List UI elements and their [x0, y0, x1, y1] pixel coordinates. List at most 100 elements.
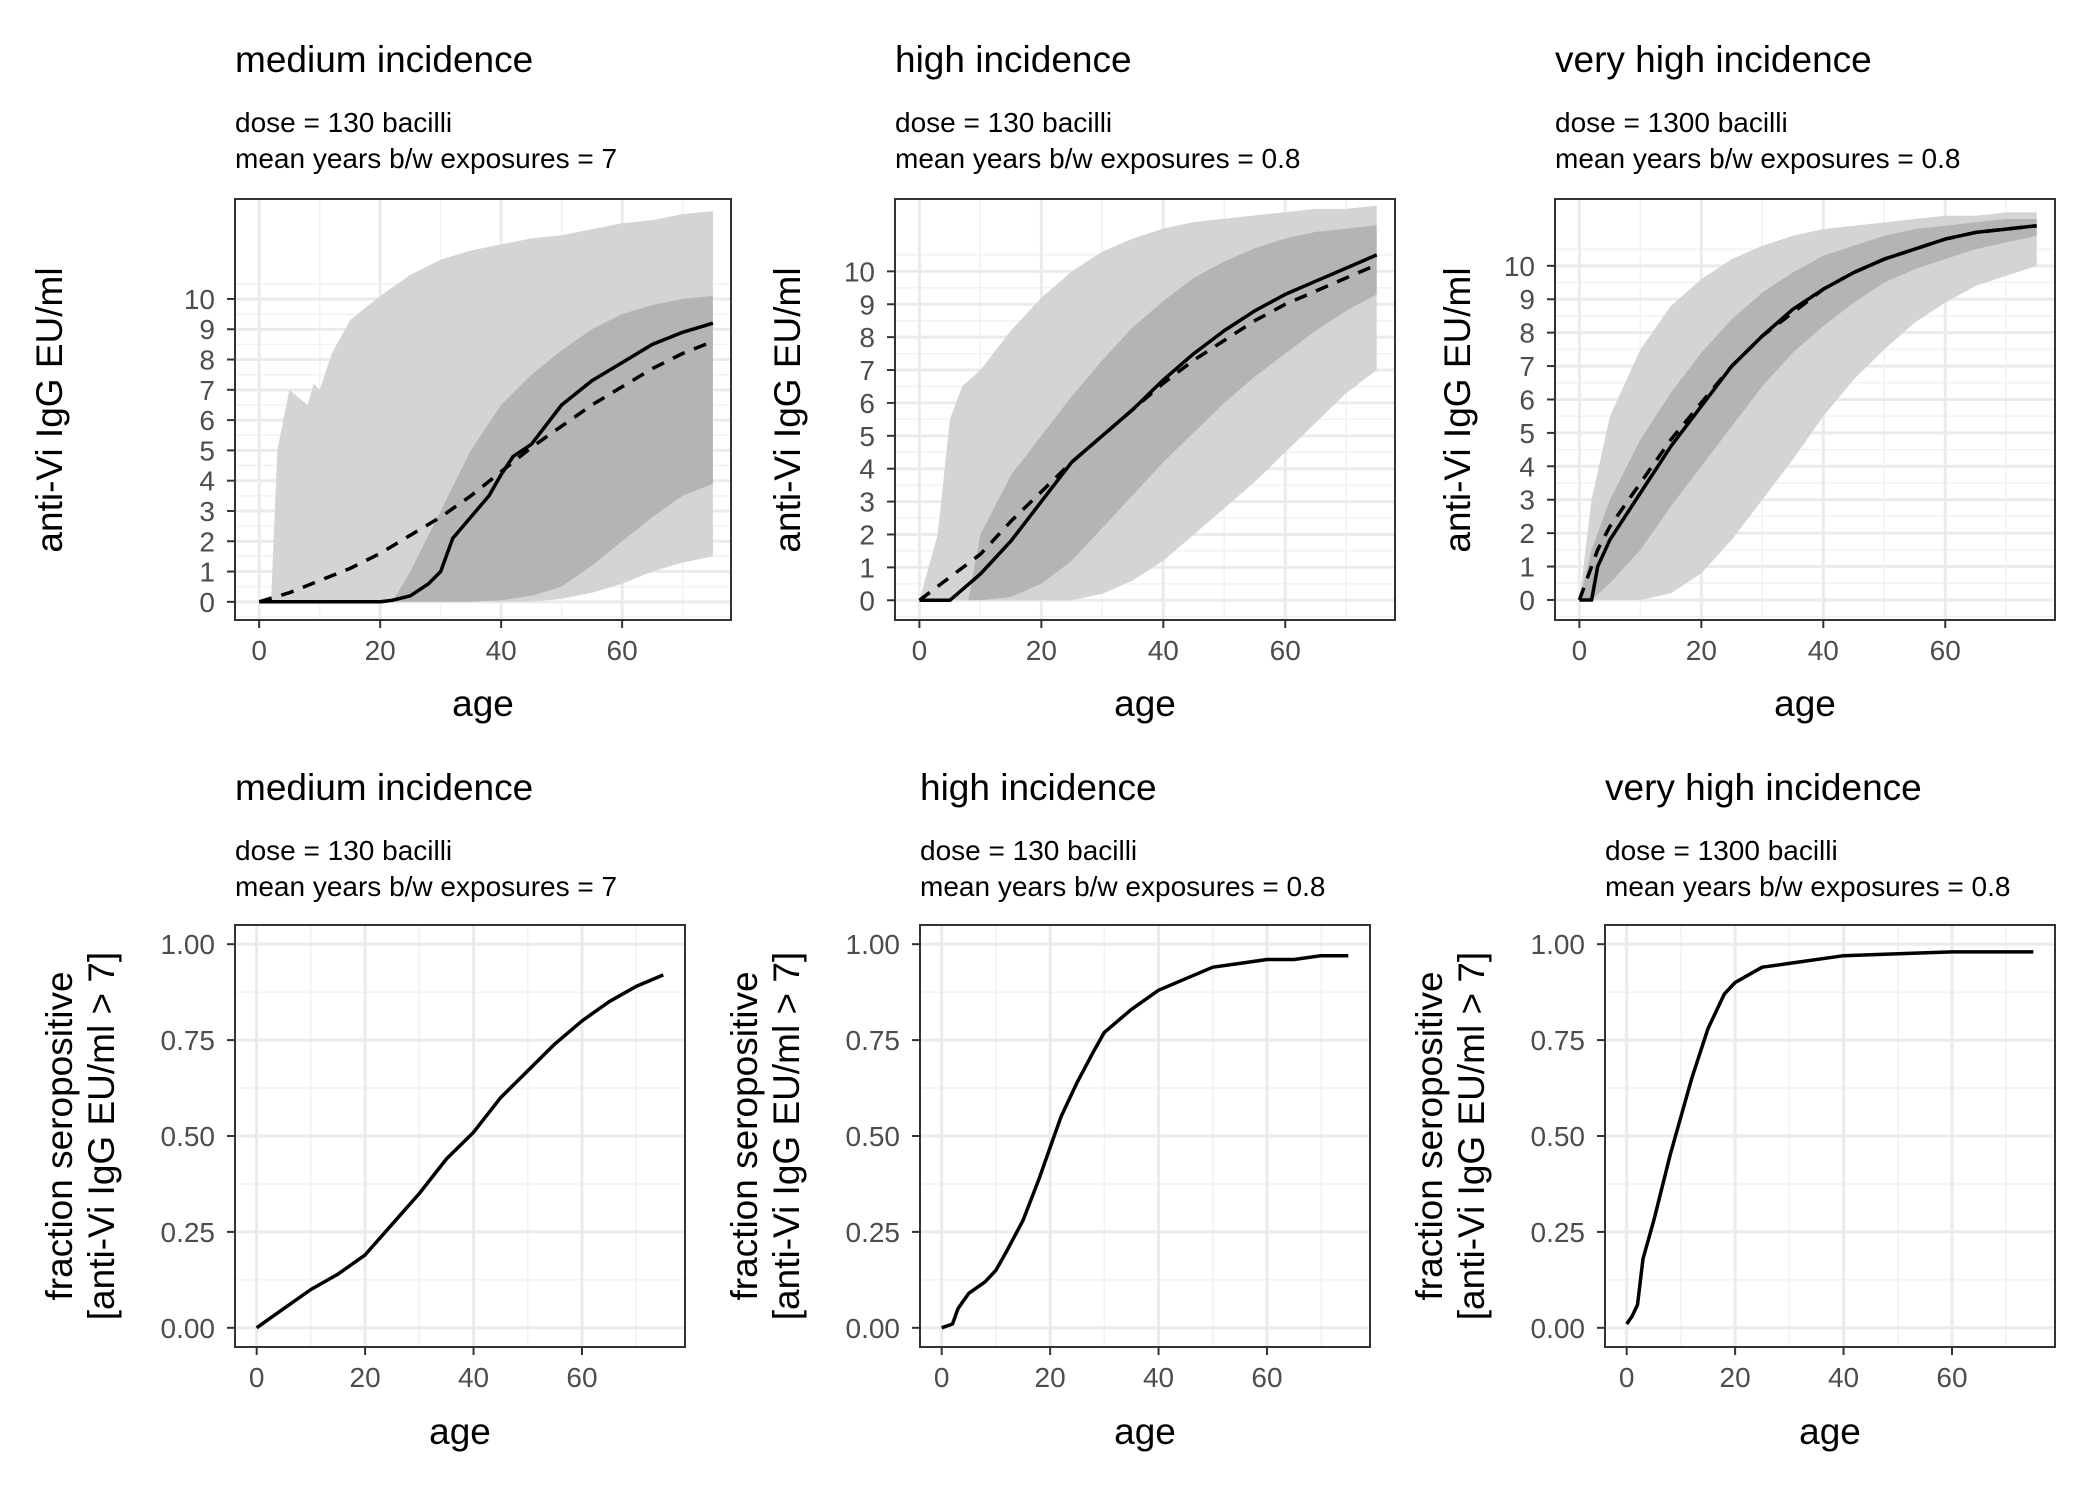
- y-axis-label: fraction seropositive[anti-Vi IgG EU/ml …: [39, 952, 122, 1320]
- y-tick-label: 10: [184, 284, 215, 315]
- y-tick-label: 9: [1519, 284, 1535, 315]
- y-tick-label: 1.00: [161, 929, 216, 960]
- y-tick-label: 1.00: [846, 929, 901, 960]
- x-tick-label: 60: [566, 1362, 597, 1393]
- y-axis-label-line: [anti-Vi IgG EU/ml > 7]: [1451, 952, 1492, 1320]
- x-axis-label: age: [1774, 683, 1836, 724]
- panel-subtitle-exposures: mean years b/w exposures = 7: [235, 871, 617, 902]
- y-axis-label: anti-Vi IgG EU/ml: [767, 267, 808, 552]
- panel-subtitle-exposures: mean years b/w exposures = 0.8: [920, 871, 1325, 902]
- y-axis-label: fraction seropositive[anti-Vi IgG EU/ml …: [1409, 952, 1492, 1320]
- panel-title: high incidence: [920, 767, 1157, 808]
- y-tick-label: 5: [199, 435, 215, 466]
- y-tick-label: 8: [859, 322, 875, 353]
- y-tick-label: 10: [1504, 251, 1535, 282]
- panel-subtitle-exposures: mean years b/w exposures = 0.8: [1555, 143, 1960, 174]
- panel-subtitle-exposures: mean years b/w exposures = 7: [235, 143, 617, 174]
- y-tick-label: 2: [1519, 518, 1535, 549]
- x-tick-label: 40: [458, 1362, 489, 1393]
- x-tick-label: 60: [1936, 1362, 1967, 1393]
- y-axis-label-line: anti-Vi IgG EU/ml: [29, 267, 70, 552]
- panel-subtitle-exposures: mean years b/w exposures = 0.8: [1605, 871, 2010, 902]
- panel-border: [894, 198, 1396, 621]
- panel-6: 0 20 40 60 0.00 0.25 0.50 0.75 1.00 very high inc…: [1409, 767, 2056, 1452]
- y-tick-label: 3: [859, 487, 875, 518]
- y-tick-label: 7: [1519, 351, 1535, 382]
- y-tick-label: 4: [199, 466, 215, 497]
- y-tick-label: 8: [1519, 318, 1535, 349]
- y-axis-label-line: fraction seropositive: [1409, 971, 1450, 1300]
- y-tick-label: 1: [199, 557, 215, 588]
- panel-title: high incidence: [895, 39, 1132, 80]
- x-tick-label: 20: [1026, 635, 1057, 666]
- y-tick-label: 3: [1519, 485, 1535, 516]
- x-tick-label: 40: [1143, 1362, 1174, 1393]
- x-axis-label: age: [1799, 1411, 1861, 1452]
- x-axis-label: age: [452, 683, 514, 724]
- x-tick-label: 20: [1035, 1362, 1066, 1393]
- x-axis-label: age: [1114, 683, 1176, 724]
- panel-title: medium incidence: [235, 39, 533, 80]
- panel-5: 0 20 40 60 0.00 0.25 0.50 0.75 1.00 high incidenc…: [724, 767, 1371, 1452]
- y-tick-label: 7: [859, 355, 875, 386]
- panel-subtitle-dose: dose = 130 bacilli: [235, 835, 452, 866]
- inner-interval-band: [392, 295, 713, 602]
- x-tick-label: 40: [1808, 635, 1839, 666]
- y-axis-label: fraction seropositive[anti-Vi IgG EU/ml …: [724, 952, 807, 1320]
- y-tick-label: 0.50: [846, 1121, 901, 1152]
- y-axis-label-line: fraction seropositive: [724, 971, 765, 1300]
- y-axis-label: anti-Vi IgG EU/ml: [1437, 267, 1478, 552]
- panel-subtitle-dose: dose = 1300 bacilli: [1555, 107, 1788, 138]
- y-tick-label: 0: [199, 587, 215, 618]
- panel-subtitle-dose: dose = 130 bacilli: [235, 107, 452, 138]
- x-axis-label: age: [429, 1411, 491, 1452]
- x-tick-label: 60: [1930, 635, 1961, 666]
- y-tick-label: 9: [199, 314, 215, 345]
- x-tick-label: 20: [350, 1362, 381, 1393]
- panel-subtitle-dose: dose = 1300 bacilli: [1605, 835, 1838, 866]
- y-tick-label: 5: [859, 421, 875, 452]
- y-tick-label: 0.00: [1531, 1313, 1586, 1344]
- y-axis-label-line: anti-Vi IgG EU/ml: [767, 267, 808, 552]
- x-tick-label: 60: [607, 635, 638, 666]
- y-axis-label-line: [anti-Vi IgG EU/ml > 7]: [81, 952, 122, 1320]
- x-tick-label: 0: [251, 635, 267, 666]
- x-tick-label: 40: [486, 635, 517, 666]
- y-tick-label: 2: [199, 526, 215, 557]
- x-tick-label: 20: [1720, 1362, 1751, 1393]
- panel-subtitle-dose: dose = 130 bacilli: [895, 107, 1112, 138]
- solid-series-line: [255, 973, 664, 1330]
- solid-series-line: [259, 321, 714, 604]
- dashed-series-line: [1577, 223, 2037, 601]
- panel-title: very high incidence: [1555, 39, 1872, 80]
- y-tick-label: 0.75: [846, 1025, 901, 1056]
- y-tick-label: 2: [859, 519, 875, 550]
- y-tick-label: 0: [1519, 585, 1535, 616]
- y-tick-label: 5: [1519, 418, 1535, 449]
- y-tick-label: 8: [199, 345, 215, 376]
- x-tick-label: 0: [1619, 1362, 1635, 1393]
- panel-subtitle-dose: dose = 130 bacilli: [920, 835, 1137, 866]
- y-tick-label: 0.25: [846, 1217, 901, 1248]
- y-tick-label: 3: [199, 496, 215, 527]
- x-tick-label: 20: [1686, 635, 1717, 666]
- y-tick-label: 0.50: [1531, 1121, 1586, 1152]
- y-tick-label: 1: [1519, 552, 1535, 583]
- y-tick-label: 6: [199, 405, 215, 436]
- y-tick-label: 7: [199, 375, 215, 406]
- y-axis-label: anti-Vi IgG EU/ml: [29, 267, 70, 552]
- y-tick-label: 0.75: [1531, 1025, 1586, 1056]
- y-tick-label: 10: [844, 256, 875, 287]
- y-tick-label: 0.75: [161, 1025, 216, 1056]
- panel-title: very high incidence: [1605, 767, 1922, 808]
- y-tick-label: 0.00: [846, 1313, 901, 1344]
- y-tick-label: 1.00: [1531, 929, 1586, 960]
- y-tick-label: 0.25: [161, 1217, 216, 1248]
- y-tick-label: 0.50: [161, 1121, 216, 1152]
- y-axis-label-line: [anti-Vi IgG EU/ml > 7]: [766, 952, 807, 1320]
- y-axis-label-line: anti-Vi IgG EU/ml: [1437, 267, 1478, 552]
- y-tick-label: 4: [1519, 451, 1535, 482]
- x-tick-label: 20: [365, 635, 396, 666]
